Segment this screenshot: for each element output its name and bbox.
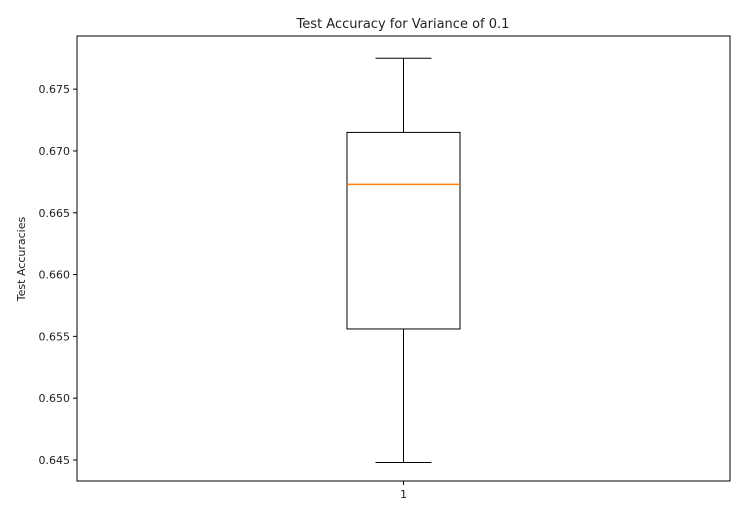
y-tick-label: 0.650: [39, 392, 71, 405]
x-axis-ticks: 1: [400, 481, 407, 501]
x-tick-label: 1: [400, 488, 407, 501]
y-axis-ticks: 0.645 0.650 0.655 0.660 0.665 0.670 0.675: [39, 83, 77, 467]
chart-title: Test Accuracy for Variance of 0.1: [296, 17, 510, 32]
box-series: [346, 57, 461, 463]
y-tick-label: 0.665: [39, 207, 71, 220]
y-tick-label: 0.645: [39, 454, 71, 467]
y-tick-label: 0.655: [39, 330, 71, 343]
y-axis-label: Test Accuracies: [15, 217, 28, 303]
y-tick-label: 0.670: [39, 145, 71, 158]
y-tick-label: 0.660: [39, 269, 71, 282]
box-1: [346, 57, 461, 463]
interquartile-box: [346, 131, 461, 330]
y-tick-label: 0.675: [39, 83, 71, 96]
